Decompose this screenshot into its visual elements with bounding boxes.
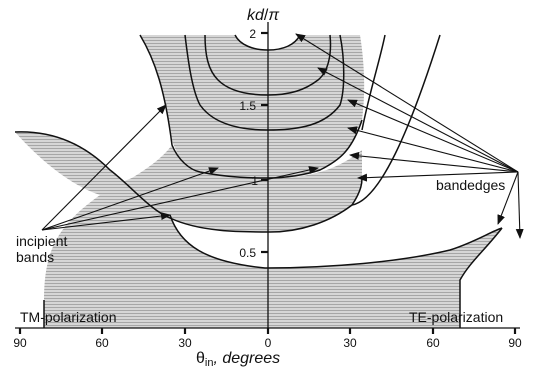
- y-axis-title: kd/π: [247, 7, 279, 24]
- x-axis-title-sub: in: [205, 357, 214, 369]
- edge-te-right: [459, 227, 503, 328]
- edge-mid: [199, 119, 363, 179]
- y-tick-label-0.5: 0.5: [239, 246, 256, 260]
- bandedges-arrows: [295, 33, 524, 239]
- edge-te-outer: [361, 34, 386, 131]
- x-tick-label-60-left: 60: [95, 336, 109, 350]
- y-axis-title-pi: π: [268, 7, 279, 24]
- incipient-arrows: [41, 104, 319, 231]
- y-axis-title-sep: /: [264, 7, 269, 24]
- edge-te-long: [351, 34, 441, 206]
- incipient-label-line1: incipient: [16, 233, 67, 249]
- band-top: [185, 35, 344, 130]
- edge-tm-outer: [139, 34, 201, 173]
- incipient-label-line2: bands: [16, 249, 54, 265]
- y-axis-title-kd: kd: [247, 7, 265, 24]
- edge-second-left: [184, 34, 201, 106]
- edge-second: [199, 34, 345, 131]
- edge-lower: [169, 177, 363, 233]
- y-tick-label-1: 1: [251, 174, 258, 188]
- x-axis-title-unit: , degrees: [213, 350, 280, 367]
- x-tick-label-0: 0: [265, 336, 272, 350]
- x-tick-label-90-right: 90: [508, 336, 522, 350]
- band-middle: [15, 131, 362, 232]
- edge-bottom-curve: [169, 214, 503, 269]
- x-tick-label-30-right: 30: [343, 336, 357, 350]
- tm-polarization-label: TM-polarization: [20, 309, 116, 325]
- te-polarization-label: TE-polarization: [409, 309, 503, 325]
- y-tick-label-2: 2: [249, 27, 256, 41]
- x-tick-label-60-right: 60: [426, 336, 440, 350]
- x-tick-label-90-left: 90: [13, 336, 27, 350]
- x-axis-title: θin, degrees: [196, 350, 280, 369]
- band-upper-left: [140, 35, 365, 178]
- x-tick-label-30-left: 30: [178, 336, 192, 350]
- bandedges-label: bandedges: [436, 177, 505, 193]
- x-ticks: [18, 328, 517, 334]
- y-tick-label-1.5: 1.5: [239, 99, 256, 113]
- x-axis-title-theta: θ: [196, 350, 205, 367]
